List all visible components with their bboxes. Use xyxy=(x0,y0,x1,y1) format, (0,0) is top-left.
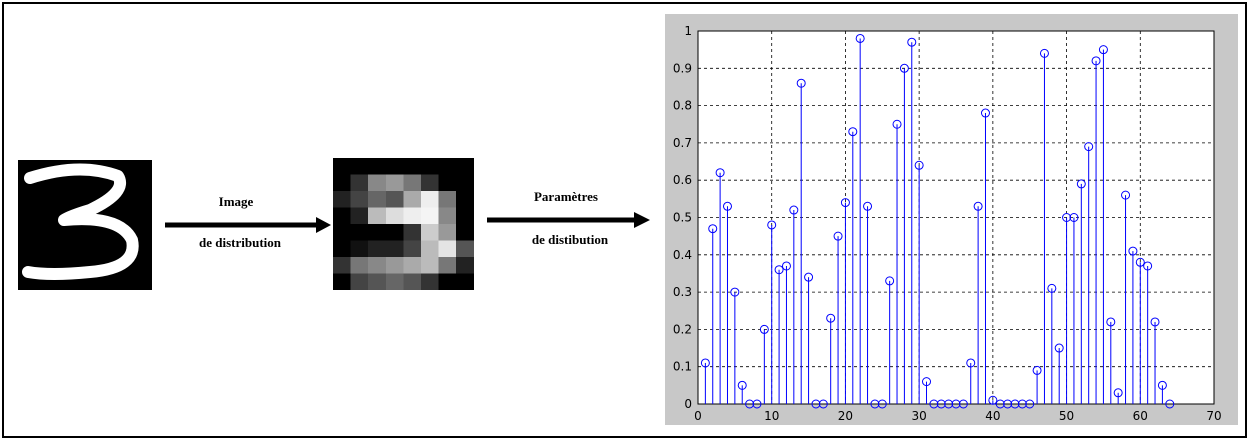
y-tick-label: 0.6 xyxy=(673,173,692,187)
x-tick-label: 60 xyxy=(1133,409,1148,423)
y-tick-label: 0.2 xyxy=(673,322,692,336)
arrow-label: Paramètres xyxy=(534,189,598,204)
figure: Image de distribution Paramètres de dist… xyxy=(0,0,1250,441)
x-tick-label: 20 xyxy=(838,409,853,423)
y-tick-label: 0.7 xyxy=(673,136,692,150)
y-tick-label: 0.4 xyxy=(673,248,692,262)
y-tick-label: 0 xyxy=(684,397,692,411)
x-tick-label: 10 xyxy=(764,409,779,423)
arrow-label: Image xyxy=(219,194,254,209)
y-tick-label: 1 xyxy=(684,24,692,38)
x-tick-label: 50 xyxy=(1059,409,1074,423)
y-tick-label: 0.9 xyxy=(673,61,692,75)
x-tick-label: 70 xyxy=(1206,409,1221,423)
y-tick-label: 0.8 xyxy=(673,99,692,113)
x-tick-label: 30 xyxy=(912,409,927,423)
y-tick-label: 0.5 xyxy=(673,211,692,225)
x-tick-label: 0 xyxy=(694,409,702,423)
y-tick-label: 0.1 xyxy=(673,360,692,374)
x-tick-label: 40 xyxy=(985,409,1000,423)
pixel-grid xyxy=(333,158,474,290)
arrow-label: de distibution xyxy=(532,232,609,247)
digit-image xyxy=(18,160,152,290)
arrow-label: de distribution xyxy=(199,235,282,250)
y-tick-label: 0.3 xyxy=(673,285,692,299)
